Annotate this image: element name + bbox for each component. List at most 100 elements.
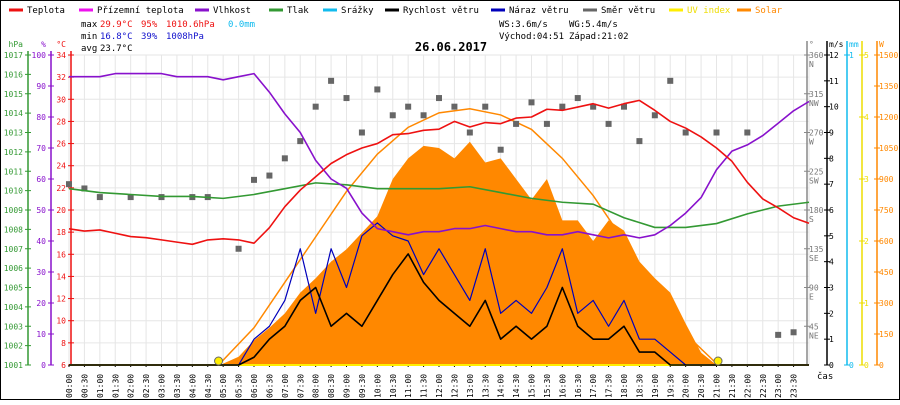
pressure-tick-label: 1009 <box>4 206 23 215</box>
x-tick-label: 23:30 <box>790 374 799 398</box>
x-tick-label: 11:30 <box>420 374 429 398</box>
humidity-tick-label: 40 <box>36 237 46 246</box>
solar-tick-label: 750 <box>879 206 894 215</box>
humidity-tick-label: 20 <box>36 299 46 308</box>
wind-tick-label: 12 <box>829 51 839 60</box>
humidity-tick-label: 50 <box>36 206 46 215</box>
wind-direction-point <box>251 176 257 183</box>
humidity-tick-label: 80 <box>36 113 46 122</box>
pressure-axis-unit: hPa <box>9 40 24 49</box>
uv-tick-label: 4 <box>864 113 869 122</box>
rain-axis-unit: mm <box>849 40 859 49</box>
direction-compass-label: E <box>809 293 814 302</box>
humidity-tick-label: 60 <box>36 175 46 184</box>
pressure-tick-label: 1012 <box>4 148 23 157</box>
wind-direction-point <box>374 86 381 93</box>
temperature-tick-label: 16 <box>56 250 66 259</box>
solar-area <box>220 141 717 365</box>
x-tick-label: 13:30 <box>481 374 490 398</box>
wind-direction-point <box>590 103 597 110</box>
x-tick-label: 14:00 <box>497 374 506 398</box>
pressure-tick-label: 1014 <box>4 109 23 118</box>
wind-direction-point <box>312 103 319 110</box>
legend-label: Rychlost větru <box>403 6 479 16</box>
x-tick-label: 07:30 <box>296 374 305 398</box>
wind-direction-point <box>574 95 581 102</box>
temperature-tick-label: 18 <box>56 228 66 237</box>
x-tick-label: 03:00 <box>158 374 167 398</box>
direction-compass-label: S <box>809 215 814 224</box>
temperature-tick-label: 32 <box>56 73 66 82</box>
wind-direction-point <box>667 77 674 84</box>
wind-tick-label: 5 <box>829 232 834 241</box>
humidity-tick-label: 10 <box>36 330 46 339</box>
wind-direction-point <box>482 103 489 110</box>
direction-tick-label: 315 <box>809 90 824 99</box>
direction-tick-label: 45 <box>809 322 819 331</box>
wind-gust-line <box>69 222 809 366</box>
wind-tick-label: 4 <box>829 258 834 267</box>
stat-max-label: max <box>81 20 98 30</box>
wind-direction-point <box>235 245 242 252</box>
pressure-tick-label: 1001 <box>4 361 23 370</box>
wind-direction-point <box>621 103 627 110</box>
pressure-line <box>68 182 810 229</box>
x-tick-label: 08:00 <box>312 374 321 398</box>
wind-direction-point <box>96 194 103 201</box>
direction-axis-unit: ° <box>809 40 814 49</box>
direction-compass-label: SE <box>809 254 819 263</box>
wind-direction-point <box>451 103 458 110</box>
x-tick-label: 10:00 <box>373 374 382 398</box>
stat-sunset: Západ:21:02 <box>569 32 629 42</box>
wind-direction-point <box>343 95 350 102</box>
wind-direction-point <box>497 146 504 153</box>
x-tick-label: 22:30 <box>759 374 768 398</box>
stat-avg-temp: 23.7°C <box>100 44 133 54</box>
solar-tick-label: 300 <box>879 299 894 308</box>
direction-tick-label: 225 <box>809 167 824 176</box>
wind-direction-point <box>605 120 612 127</box>
humidity-tick-label: 0 <box>41 361 46 370</box>
wind-direction-point <box>543 120 550 127</box>
uv-tick-label: 1 <box>864 299 869 308</box>
temperature-tick-label: 30 <box>56 95 66 104</box>
x-tick-label: 19:00 <box>651 374 660 398</box>
x-tick-label: 18:00 <box>620 374 629 398</box>
direction-compass-label: SW <box>809 176 819 185</box>
wind-tick-label: 3 <box>829 284 834 293</box>
humidity-tick-label: 30 <box>36 268 46 277</box>
direction-tick-label: 360 <box>809 51 824 60</box>
x-tick-label: 02:30 <box>142 374 151 398</box>
wind-direction-point <box>790 329 797 336</box>
stat-max-temp: 29.9°C <box>100 20 133 30</box>
wind-direction-point <box>328 77 335 84</box>
pressure-tick-label: 1011 <box>4 167 23 176</box>
solar-tick-label: 1200 <box>879 113 898 122</box>
x-tick-label: 11:00 <box>404 374 413 398</box>
x-tick-label: 18:30 <box>635 374 644 398</box>
legend-label: Srážky <box>341 6 374 16</box>
temperature-tick-label: 8 <box>61 339 66 348</box>
direction-compass-label: W <box>809 138 814 147</box>
stat-avg-label: avg <box>81 44 97 54</box>
x-tick-label: 16:30 <box>574 374 583 398</box>
x-tick-label: 02:00 <box>127 374 136 398</box>
x-tick-label: 12:30 <box>450 374 459 398</box>
wind-tick-label: 0 <box>829 361 834 370</box>
x-tick-label: 20:30 <box>697 374 706 398</box>
direction-tick-label: 90 <box>809 284 819 293</box>
wind-direction-point <box>66 181 72 188</box>
wind-direction-point <box>682 129 689 136</box>
wind-direction-point <box>775 331 782 338</box>
solar-tick-label: 900 <box>879 175 894 184</box>
wind-tick-label: 8 <box>829 154 834 163</box>
solar-tick-label: 0 <box>879 361 884 370</box>
wind-direction-point <box>636 138 643 145</box>
temperature-line <box>68 99 810 246</box>
x-tick-label: 09:30 <box>358 374 367 398</box>
pressure-tick-label: 1017 <box>4 51 23 60</box>
stat-sunrise: Východ:04:51 <box>499 32 564 42</box>
pressure-tick-label: 1006 <box>4 264 23 273</box>
